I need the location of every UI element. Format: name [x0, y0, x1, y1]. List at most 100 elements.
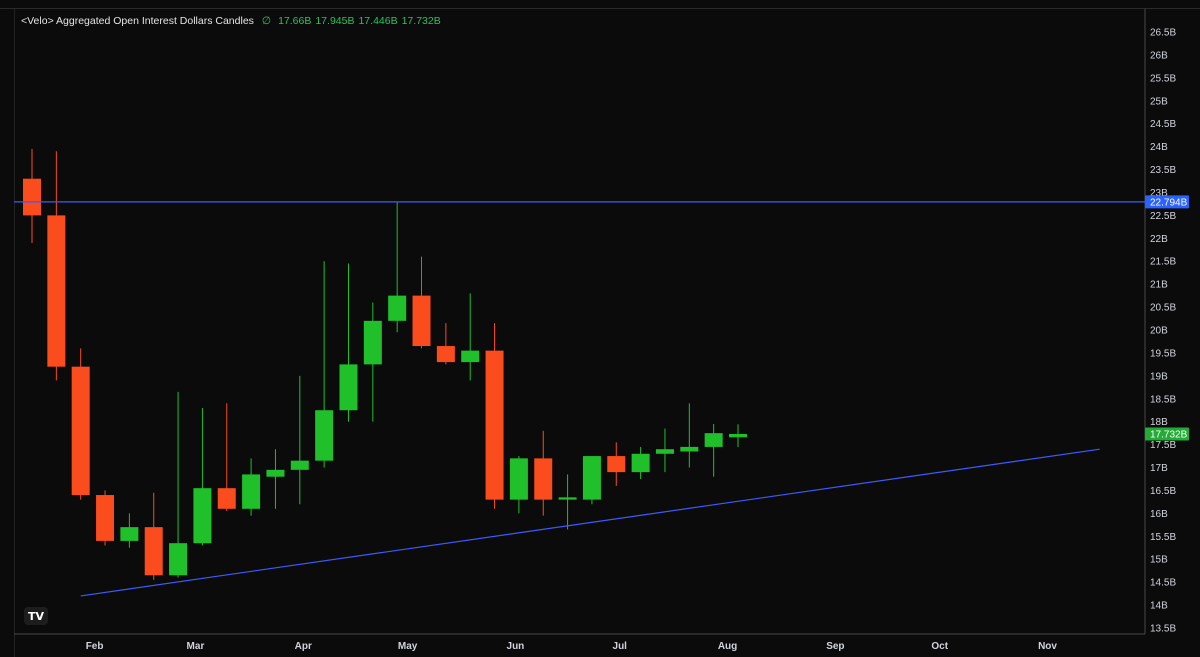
candle [120, 513, 139, 548]
candle [96, 490, 115, 546]
x-tick-label: Jun [507, 641, 525, 652]
chart-legend: <Velo> Aggregated Open Interest Dollars … [21, 15, 441, 27]
trend-line [80, 448, 1100, 597]
candle-body [461, 350, 480, 363]
x-tick-label: May [398, 641, 418, 652]
legend-low: 17.446B [358, 15, 398, 27]
candle [412, 256, 431, 349]
candle-body [120, 527, 139, 541]
candle-body [169, 543, 188, 576]
candle [23, 148, 41, 243]
candle-body [242, 474, 261, 509]
candle-body [217, 488, 236, 509]
candle-body [704, 433, 723, 447]
y-tick-label: 20B [1150, 326, 1168, 337]
candle [266, 449, 285, 509]
x-tick-label: Jul [613, 641, 628, 652]
candle-body [534, 458, 553, 500]
candle [339, 263, 358, 422]
y-tick-label: 14.5B [1150, 578, 1176, 589]
y-tick-label: 26B [1150, 50, 1168, 61]
candle [680, 403, 699, 468]
candle-body [436, 346, 455, 363]
horizontal-line-label-bg [1145, 195, 1189, 209]
x-tick-label: Aug [718, 641, 737, 652]
x-tick-label: Nov [1038, 641, 1057, 652]
x-tick-label: Mar [187, 641, 205, 652]
axis-labels: 22.794B 17.732B [1145, 195, 1189, 441]
last-price-label: 17.732B [1150, 429, 1188, 440]
candle-body [193, 488, 212, 544]
candle-body [96, 495, 115, 541]
candle [290, 375, 309, 505]
candle-body [582, 456, 601, 500]
candle [461, 293, 480, 381]
candle-body [680, 446, 699, 452]
y-tick-label: 17.5B [1150, 440, 1176, 451]
y-tick-label: 14B [1150, 601, 1168, 612]
candle [71, 348, 90, 500]
candle-body [290, 460, 309, 470]
candle [436, 323, 455, 365]
y-tick-label: 24.5B [1150, 119, 1176, 130]
candle [217, 403, 236, 512]
y-axis-ticks: 26.5B 26B 25.5B 25B 24.5B 24B 23.5B 23B 22.5B 22B… [1150, 28, 1176, 635]
legend-title: <Velo> Aggregated Open Interest Dollars … [21, 15, 254, 27]
candle-body [631, 453, 650, 473]
y-tick-label: 16B [1150, 509, 1168, 520]
candle [582, 456, 601, 505]
y-tick-label: 17B [1150, 463, 1168, 474]
candle-body [485, 350, 504, 500]
candle-body [509, 458, 528, 500]
drawing-toolbar[interactable] [0, 9, 15, 657]
symbol-status-icon: ∅ [261, 15, 272, 27]
candle-body [339, 364, 358, 411]
candle-body [23, 178, 41, 216]
y-tick-label: 18B [1150, 417, 1168, 428]
y-tick-label: 26.5B [1150, 28, 1176, 39]
candle [193, 407, 212, 546]
candle [631, 446, 650, 479]
y-tick-label: 18.5B [1150, 394, 1176, 405]
candle-body [363, 320, 382, 365]
candle [315, 261, 334, 468]
y-tick-label: 15.5B [1150, 532, 1176, 543]
candle [169, 391, 188, 578]
candle [655, 428, 674, 473]
candle-body [315, 410, 334, 461]
top-toolbar [0, 0, 1200, 9]
legend-close: 17.732B [401, 15, 441, 27]
y-tick-label: 19.5B [1150, 348, 1176, 359]
horizontal-line-label: 22.794B [1150, 197, 1188, 208]
candle-body [729, 433, 747, 438]
legend-high: 17.945B [315, 15, 355, 27]
drawings [14, 201, 1145, 597]
x-tick-label: Oct [931, 641, 948, 652]
last-price-label-bg [1145, 427, 1189, 441]
tradingview-logo[interactable]: TV [24, 607, 48, 625]
y-tick-label: 19B [1150, 371, 1168, 382]
candle [363, 302, 382, 422]
legend-open: 17.66B [278, 15, 312, 27]
y-tick-label: 25.5B [1150, 73, 1176, 84]
candle-body [266, 469, 285, 477]
y-tick-label: 23B [1150, 188, 1168, 199]
candle [388, 201, 407, 333]
candle-body [655, 449, 674, 454]
x-axis-ticks: Feb Mar Apr May Jun Jul Aug Sep Oct Nov [86, 641, 1058, 652]
y-tick-label: 16.5B [1150, 486, 1176, 497]
candle-body [71, 366, 90, 496]
y-tick-label: 25B [1150, 96, 1168, 107]
candle-body [47, 215, 66, 367]
y-tick-label: 21.5B [1150, 257, 1176, 268]
y-tick-label: 23.5B [1150, 165, 1176, 176]
candle [485, 323, 504, 509]
y-tick-label: 22.5B [1150, 211, 1176, 222]
candle [534, 430, 553, 516]
y-tick-label: 21B [1150, 280, 1168, 291]
y-tick-label: 24B [1150, 142, 1168, 153]
candles [23, 148, 747, 580]
candle-body [144, 527, 163, 576]
candle [704, 423, 723, 477]
